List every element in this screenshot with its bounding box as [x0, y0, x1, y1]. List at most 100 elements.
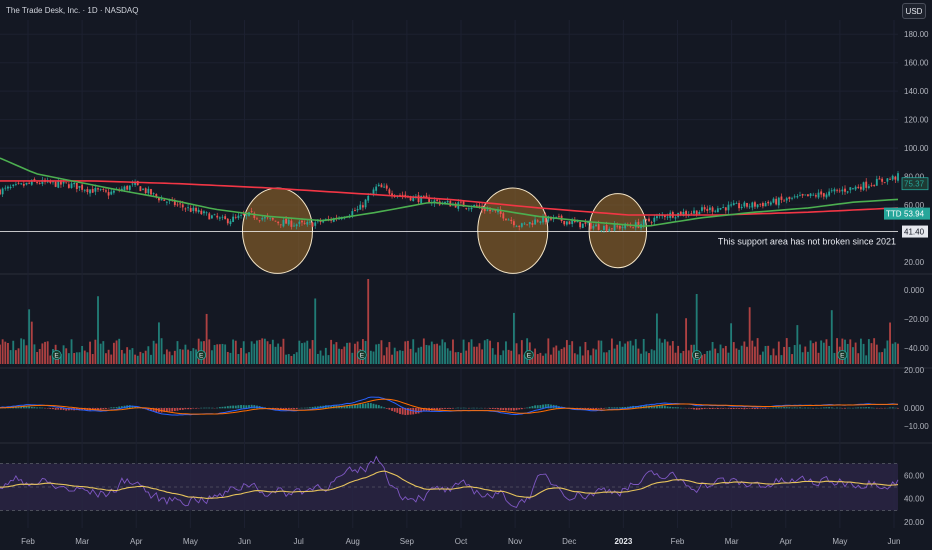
macd-histogram-bar — [163, 408, 166, 413]
volume-bar — [658, 338, 661, 364]
macd-histogram-bar — [340, 405, 343, 409]
volume-bar — [407, 340, 409, 364]
volume-bar — [367, 279, 370, 364]
volume-bar — [661, 342, 664, 364]
volume-bar — [642, 338, 645, 364]
candle-body — [200, 210, 203, 215]
macd-histogram-bar — [240, 404, 242, 409]
volume-bar — [666, 341, 669, 364]
volume-bar — [722, 348, 725, 364]
macd-histogram-bar — [621, 406, 624, 409]
candle-body — [205, 212, 208, 214]
x-tick-label: Feb — [21, 537, 35, 546]
volume-bar — [335, 342, 338, 364]
candle-body — [89, 189, 91, 194]
volume-bar — [788, 346, 791, 364]
macd-histogram-bar — [131, 405, 134, 409]
volume-bar — [735, 348, 738, 364]
macd-histogram-bar — [67, 408, 70, 411]
ttd-last-value: 53.94 — [904, 210, 925, 219]
macd-histogram-bar — [761, 408, 764, 409]
candle-body — [83, 189, 86, 191]
candle-body — [809, 193, 812, 197]
macd-histogram-bar — [534, 405, 537, 409]
macd-histogram-bar — [743, 408, 746, 410]
candle-body — [526, 224, 529, 226]
volume-bar — [155, 343, 158, 364]
volume-bar — [168, 351, 171, 364]
candle-body — [679, 211, 682, 216]
volume-bar — [433, 344, 436, 364]
candle-body — [825, 194, 828, 198]
candle-body — [867, 186, 870, 189]
volume-bar — [184, 344, 187, 364]
macd-histogram-bar — [28, 406, 31, 409]
macd-histogram-bar — [81, 408, 84, 411]
macd-histogram-bar — [653, 405, 656, 409]
candle-body — [81, 184, 84, 190]
candle-body — [690, 212, 693, 214]
macd-histogram-bar — [224, 406, 227, 409]
earnings-marker-label: E — [527, 353, 532, 360]
candle-body — [287, 219, 290, 225]
candle-body — [799, 194, 801, 196]
candle-body — [515, 226, 518, 228]
candle-body — [54, 181, 57, 187]
volume-bar — [584, 341, 587, 364]
volume-bar — [613, 348, 616, 364]
volume-bar — [459, 352, 462, 364]
macd-histogram-bar — [772, 407, 775, 409]
volume-bar — [248, 352, 250, 364]
volume-bar — [558, 350, 560, 364]
candle-body — [295, 224, 298, 227]
candle-body — [674, 217, 677, 219]
candle-body — [208, 213, 211, 220]
candle-body — [311, 222, 314, 227]
macd-histogram-bar — [690, 408, 693, 409]
macd-histogram-bar — [799, 407, 801, 409]
macd-histogram-bar — [404, 408, 407, 416]
candle-body — [708, 207, 711, 211]
volume-bar — [470, 339, 473, 364]
support-price-label: 41.40 — [904, 228, 925, 237]
macd-histogram-bar — [173, 408, 176, 412]
price-axis-label: 180.00 — [904, 30, 929, 39]
volume-bar — [494, 354, 497, 364]
macd-histogram-bar — [838, 407, 841, 409]
candle-body — [401, 194, 404, 196]
macd-histogram-bar — [41, 407, 44, 409]
macd-histogram-bar — [369, 403, 372, 409]
volume-bar — [324, 347, 327, 364]
candle-body — [375, 186, 378, 191]
volume-bar — [897, 343, 899, 364]
volume-bar — [4, 341, 7, 364]
candle-body — [727, 204, 730, 211]
volume-bar — [547, 338, 550, 364]
macd-histogram-bar — [168, 408, 171, 412]
candle-body — [176, 204, 179, 206]
candle-body — [340, 218, 343, 220]
candle-body — [693, 210, 695, 214]
currency-button[interactable]: USD — [902, 3, 926, 19]
candle-body — [293, 225, 295, 227]
macd-histogram-bar — [828, 407, 831, 409]
volume-bar — [634, 339, 637, 364]
macd-histogram-bar — [867, 407, 870, 409]
candle-body — [7, 186, 9, 189]
candle-body — [25, 182, 28, 185]
candle-body — [512, 221, 515, 226]
macd-histogram-bar — [187, 408, 190, 410]
volume-bar — [873, 338, 876, 364]
earnings-marker — [196, 350, 207, 360]
volume-bar — [105, 353, 107, 364]
macd-histogram-bar — [589, 408, 592, 410]
candle-body — [682, 212, 685, 216]
macd-histogram-bar — [584, 408, 587, 410]
x-tick-label: Jun — [888, 537, 901, 546]
volume-bar — [603, 352, 605, 364]
candle-body — [422, 196, 425, 197]
volume-bar — [208, 339, 211, 364]
candle-body — [306, 221, 309, 225]
volume-bar — [311, 340, 314, 364]
